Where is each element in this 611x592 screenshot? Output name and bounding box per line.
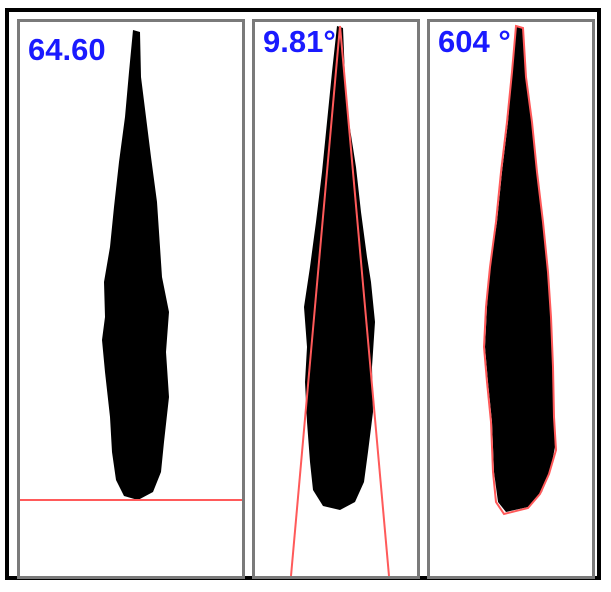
angle-value: 9.81° bbox=[263, 24, 336, 59]
leaf-silhouette bbox=[102, 30, 169, 500]
panel-contour: 604 ° bbox=[427, 19, 595, 579]
panel-length-drawing bbox=[20, 30, 242, 501]
panel-contour-drawing bbox=[482, 24, 558, 516]
cone-right-line bbox=[339, 25, 390, 576]
contour-outline bbox=[482, 24, 558, 516]
panel-angle-drawing bbox=[290, 25, 390, 576]
leaf-silhouette bbox=[485, 26, 555, 512]
results-frame: 64.60 9.81° 604 ° bbox=[5, 8, 601, 580]
length-value: 64.60 bbox=[28, 32, 106, 67]
cone-left-line bbox=[290, 25, 341, 576]
leaf-silhouette bbox=[304, 26, 375, 510]
panel-length: 64.60 bbox=[17, 19, 245, 579]
panel-angle: 9.81° bbox=[252, 19, 420, 579]
contour-value: 604 ° bbox=[438, 24, 511, 59]
